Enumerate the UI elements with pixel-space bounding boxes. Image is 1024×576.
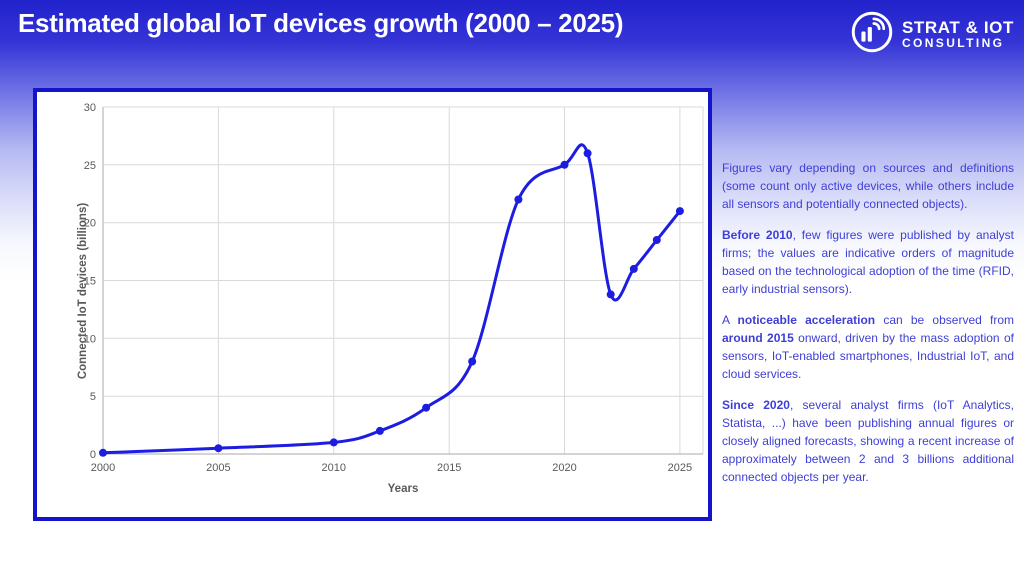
data-point [560,160,569,169]
data-point [606,290,615,299]
note-paragraph: Figures vary depending on sources and de… [722,161,1014,211]
brand-logo: STRAT & IOT CONSULTING [849,9,1014,60]
data-point [375,426,384,435]
data-point [422,403,431,412]
note-paragraph: Before 2010, few figures were published … [722,228,1014,296]
iot-growth-chart: 202520202015201020052000302520151050Conn… [77,102,704,495]
brand-subtitle: CONSULTING [901,36,1005,51]
x-tick-label: 2015 [437,462,461,474]
note-paragraph: A noticeable acceleration can be observe… [722,313,1014,381]
x-axis-title: Years [388,483,419,495]
y-tick-label: 25 [84,160,96,172]
y-tick-label: 30 [84,102,96,114]
y-tick-label: 15 [84,276,96,288]
x-tick-label: 2000 [91,462,115,474]
signal-bars-wifi-circle-icon [849,9,895,60]
data-point [329,438,338,447]
data-line [101,143,682,455]
chart-frame: 2025 2020 2015 2010 2005 2000 30 25 20 15 10 5 0 Conn… [33,88,712,521]
y-axis-title: Connected IoT devices (billions) [77,203,89,380]
data-point [468,357,477,366]
data-point [514,195,523,204]
brand-name: STRAT & IOT [901,18,1014,38]
brand-text: STRAT & IOT CONSULTING [902,19,1014,49]
x-tick-label: 2005 [206,462,230,474]
data-point [214,444,223,453]
y-tick-label: 5 [90,391,96,403]
notes-panel: Figures vary depending on sources and de… [722,159,1014,499]
data-point [675,207,684,216]
data-point [583,149,592,158]
page-title: Estimated global IoT devices growth (200… [18,8,624,38]
y-tick-label: 0 [90,449,96,461]
x-tick-label: 2025 [668,462,692,474]
data-point [629,264,638,273]
note-paragraph: Since 2020, several analyst firms (IoT A… [722,398,1014,484]
y-tick-label: 20 [84,218,96,230]
x-tick-label: 2010 [322,462,346,474]
x-tick-label: 2020 [552,462,576,474]
data-point [99,448,107,457]
y-tick-label: 10 [84,333,96,345]
data-point [652,236,661,244]
